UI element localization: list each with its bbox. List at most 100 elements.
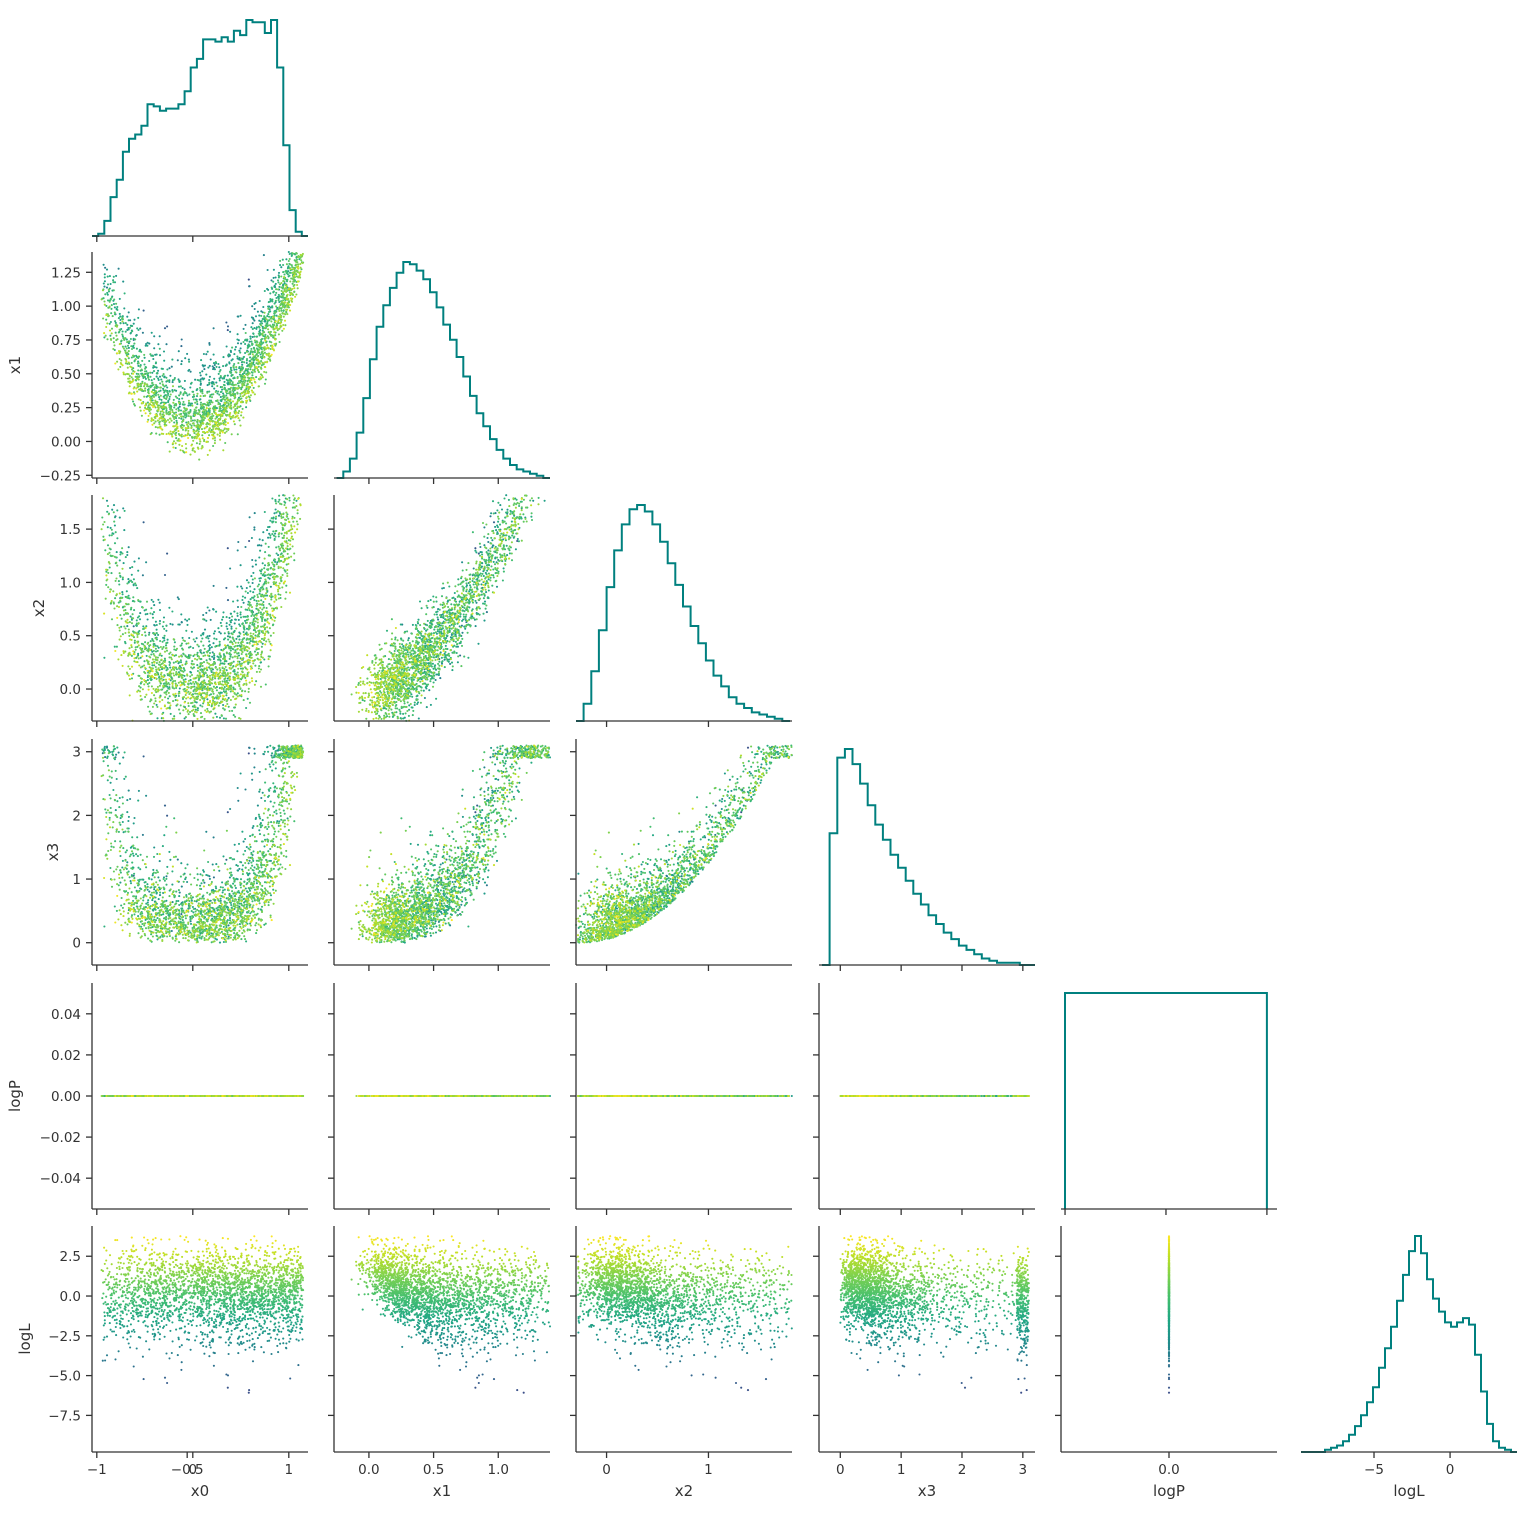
scatter-point (275, 308, 278, 311)
scatter-point (201, 392, 204, 395)
scatter-point (215, 407, 218, 410)
scatter-point (163, 634, 166, 637)
scatter-point (253, 616, 257, 619)
scatter-point (126, 625, 129, 628)
scatter-point (101, 289, 105, 292)
scatter-point (168, 379, 171, 382)
scatter-point (218, 379, 221, 382)
scatter-point (241, 395, 245, 398)
scatter-point (273, 581, 276, 584)
scatter-point (218, 630, 221, 634)
scatter-point (279, 576, 282, 579)
panel-x1-vs-x0-ytick-label: 1.00 (51, 299, 81, 315)
scatter-point (155, 670, 158, 673)
scatter-point (148, 631, 151, 634)
scatter-point (156, 645, 159, 648)
scatter-point (245, 706, 248, 710)
scatter-point (248, 642, 251, 645)
scatter-point (205, 353, 208, 356)
scatter-point (255, 376, 258, 379)
scatter-point (166, 386, 169, 389)
scatter-point (208, 409, 211, 412)
scatter-point (250, 371, 253, 374)
scatter-point (176, 699, 179, 702)
scatter-point (190, 696, 193, 699)
scatter-point (217, 419, 221, 422)
scatter-point (285, 272, 288, 275)
scatter-point (143, 409, 146, 412)
scatter-point (185, 662, 188, 665)
scatter-point (119, 321, 122, 325)
scatter-point (261, 376, 264, 379)
scatter-point (240, 662, 244, 665)
panel-x2-vs-x0-ytick-label: 1.5 (60, 522, 81, 538)
scatter-point (201, 705, 204, 708)
scatter-point (212, 353, 215, 356)
scatter-point (173, 378, 176, 381)
scatter-point (257, 640, 260, 643)
scatter-point (274, 338, 277, 341)
scatter-point (268, 352, 271, 355)
scatter-point (184, 427, 187, 430)
scatter-point (232, 384, 235, 387)
scatter-point (140, 368, 143, 371)
scatter-point (280, 532, 283, 535)
scatter-point (253, 393, 256, 396)
scatter-point (218, 407, 221, 410)
scatter-point (264, 643, 267, 646)
scatter-point (244, 660, 247, 663)
scatter-point (171, 685, 174, 688)
scatter-point (271, 317, 274, 320)
scatter-point (128, 647, 131, 650)
scatter-point (125, 671, 129, 674)
scatter-point (173, 687, 176, 690)
scatter-point (232, 648, 235, 651)
scatter-point (149, 408, 152, 411)
scatter-point (280, 605, 283, 609)
scatter-point (238, 380, 241, 383)
scatter-point (137, 657, 140, 660)
scatter-point (195, 424, 198, 427)
scatter-point (187, 399, 190, 402)
scatter-point (284, 597, 287, 600)
scatter-point (253, 319, 256, 322)
histogram-x1 (336, 261, 550, 479)
scatter-point (225, 622, 228, 625)
scatter-point (202, 651, 205, 654)
scatter-point (146, 344, 149, 347)
scatter-point (237, 667, 240, 670)
scatter-point (251, 611, 254, 614)
scatter-point (222, 657, 225, 660)
scatter-point (208, 342, 211, 345)
scatter-point (214, 361, 217, 364)
scatter-point (121, 593, 124, 596)
scatter-point (230, 359, 233, 362)
scatter-point (251, 327, 254, 331)
scatter-point (199, 378, 202, 381)
scatter-point (201, 364, 204, 367)
scatter-point (246, 380, 249, 383)
scatter-point (218, 652, 221, 655)
scatter-point (145, 383, 148, 386)
scatter-point (223, 644, 227, 647)
scatter-point (208, 694, 211, 697)
scatter-point (265, 361, 269, 364)
scatter-point (277, 281, 280, 284)
scatter-point (267, 545, 270, 548)
scatter-point (163, 674, 166, 677)
scatter-point (228, 657, 231, 660)
scatter-point (194, 378, 197, 381)
scatter-point (253, 512, 256, 515)
scatter-point (195, 688, 198, 691)
scatter-point (109, 334, 112, 337)
scatter-point (256, 596, 259, 599)
scatter-point (278, 532, 281, 535)
scatter-point (285, 258, 288, 261)
scatter-point (274, 276, 277, 279)
scatter-point (127, 319, 130, 322)
scatter-point (119, 318, 122, 322)
scatter-point (288, 257, 291, 261)
scatter-point (249, 363, 253, 366)
scatter-point (296, 263, 300, 266)
scatter-point (254, 620, 257, 623)
